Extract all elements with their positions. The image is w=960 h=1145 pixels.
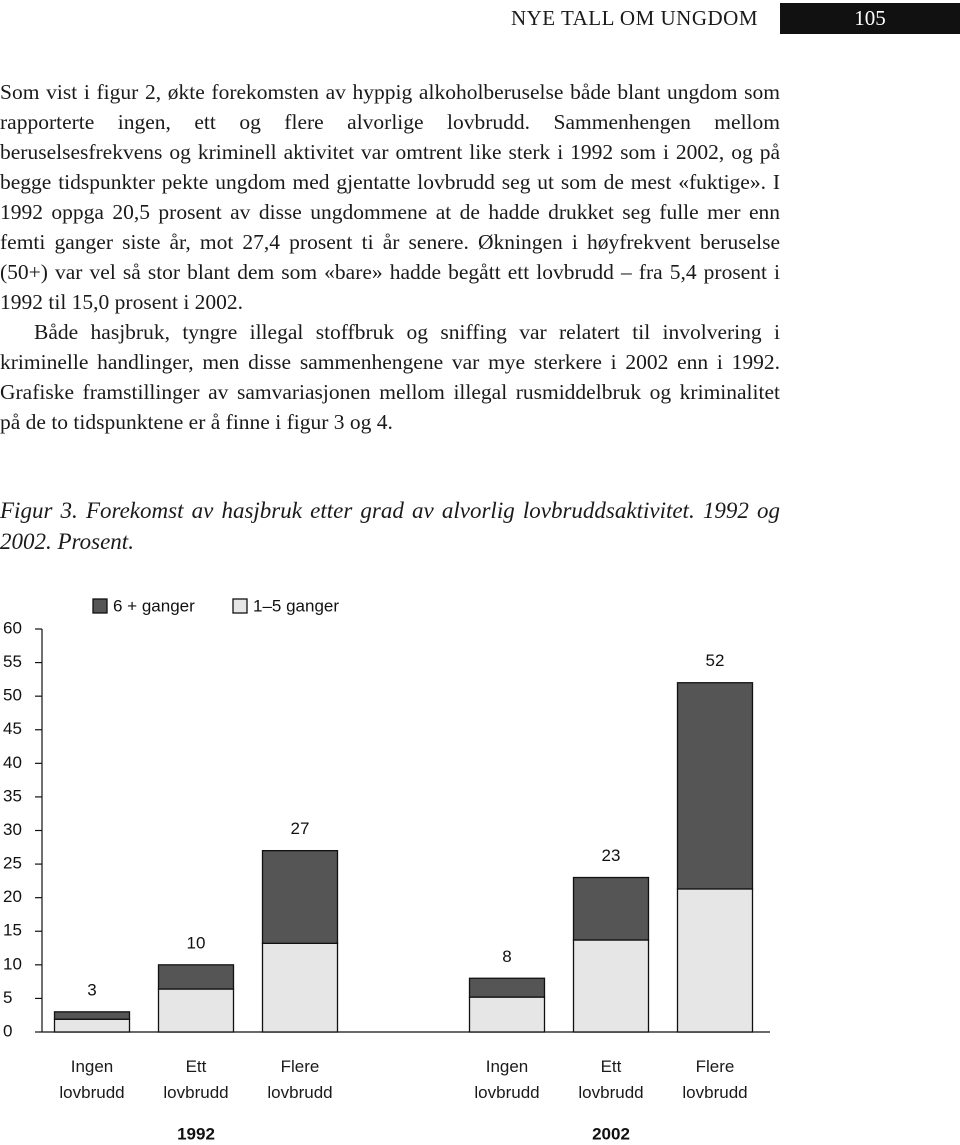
bar-segment xyxy=(468,996,546,1033)
y-tick-label: 50 xyxy=(3,686,22,705)
bar-segment xyxy=(53,1018,131,1033)
total-label: 27 xyxy=(291,819,310,838)
bar-segment xyxy=(157,964,235,990)
bar-segment xyxy=(572,876,650,941)
x-tick-label: Ingen lovbrudd xyxy=(474,1057,540,1102)
bar-segment xyxy=(261,942,339,1033)
paragraph: Som vist i figur 2, økte forekomsten av … xyxy=(0,80,780,314)
chart: 0 5 10 15 20 25 30 35 40 45 50 55 60 3 10 27 8 23 52 1992 20… xyxy=(3,596,770,1143)
legend-label: 6 + ganger xyxy=(113,596,195,615)
bar-segment xyxy=(53,1011,131,1020)
x-tick-label: Flere lovbrudd xyxy=(682,1057,748,1102)
total-label: 3 xyxy=(87,980,96,999)
x-tick-label: Flere lovbrudd xyxy=(267,1057,333,1102)
total-label: 23 xyxy=(602,846,621,865)
y-tick-label: 20 xyxy=(3,887,22,906)
y-tick-label: 40 xyxy=(3,753,22,772)
bar-segment xyxy=(468,977,546,998)
paragraph: Både hasjbruk, tyngre illegal stoffbruk … xyxy=(0,320,780,434)
page-number: 105 xyxy=(780,3,960,34)
y-tick-label: 5 xyxy=(3,988,12,1007)
y-tick-label: 35 xyxy=(3,786,22,805)
x-tick-label: Ingen lovbrudd xyxy=(59,1057,125,1102)
legend-swatch xyxy=(232,598,248,614)
y-tick-label: 25 xyxy=(3,854,22,873)
body-text: Som vist i figur 2, økte forekomsten av … xyxy=(0,77,780,437)
group-label: 1992 xyxy=(177,1124,215,1143)
x-tick-label: Ett lovbrudd xyxy=(578,1057,644,1102)
figure-caption: Figur 3. Forekomst av hasjbruk etter gra… xyxy=(0,498,780,554)
legend-label: 1–5 ganger xyxy=(253,596,339,615)
legend-swatch xyxy=(92,598,108,614)
y-tick-label: 15 xyxy=(3,921,22,940)
total-label: 52 xyxy=(706,651,725,670)
x-tick-label: Ett lovbrudd xyxy=(163,1057,229,1102)
bar-segment xyxy=(572,939,650,1033)
y-tick-label: 60 xyxy=(3,618,22,637)
bar-segment xyxy=(261,849,339,944)
y-tick-label: 30 xyxy=(3,820,22,839)
running-header: NYE TALL OM UNGDOM xyxy=(510,6,758,30)
y-tick-label: 10 xyxy=(3,954,22,973)
total-label: 10 xyxy=(187,933,206,952)
group-label: 2002 xyxy=(592,1124,630,1143)
bar-segment xyxy=(157,988,235,1033)
y-tick-label: 0 xyxy=(3,1021,12,1040)
bar-segment xyxy=(676,888,754,1033)
y-tick-label: 55 xyxy=(3,652,22,671)
bar-segment xyxy=(676,682,754,890)
y-tick-label: 45 xyxy=(3,719,22,738)
total-label: 8 xyxy=(502,947,511,966)
